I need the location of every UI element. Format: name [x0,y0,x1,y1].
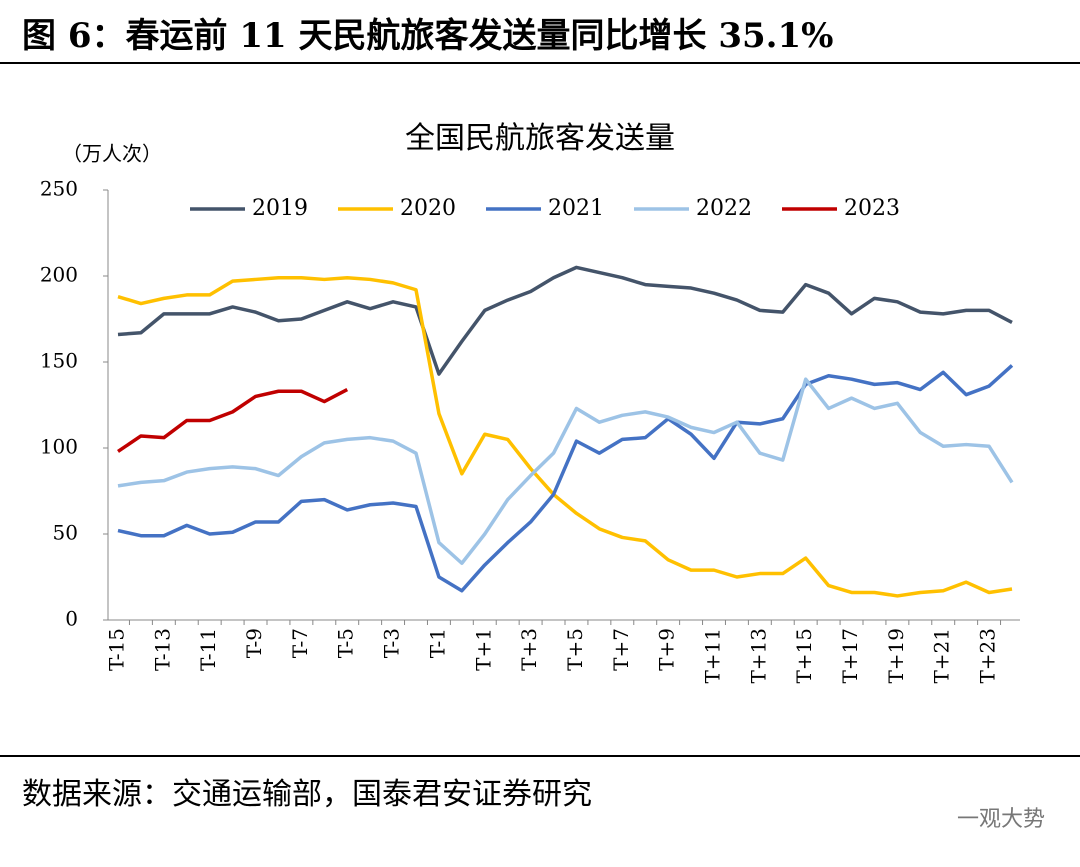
x-tick-label: T-3 [380,628,404,658]
series-line [117,265,1013,376]
x-tick-label: T+13 [746,628,770,684]
x-tick-label: T+17 [838,628,862,684]
series-line [117,387,349,453]
legend-label: 2020 [400,196,456,221]
y-axis-label: （万人次） [62,142,162,166]
page-title: 图 6：春运前 11 天民航旅客发送量同比增长 35.1% [22,16,833,56]
watermark: 一观大势 [957,807,1045,832]
x-tick-label: T+23 [976,628,1000,684]
x-tick-label: T+11 [701,628,725,684]
y-tick-label: 0 [65,607,78,631]
y-tick-label: 150 [40,349,78,373]
source: 数据来源：交通运输部，国泰君安证券研究 [22,777,592,812]
y-tick-label: 100 [40,435,78,459]
x-tick-label: T-7 [288,628,312,658]
x-tick-label: T-15 [105,628,129,671]
x-tick-label: T+3 [517,628,541,671]
y-tick-label: 200 [40,263,78,287]
legend-label: 2021 [548,196,604,221]
x-tick-label: T+19 [884,628,908,684]
chart-title: 全国民航旅客发送量 [405,121,675,156]
x-tick-label: T-5 [334,628,358,658]
series-line [117,377,1014,565]
x-tick-label: T+15 [792,628,816,684]
x-tick-label: T-11 [196,628,220,671]
y-tick-label: 50 [53,521,78,545]
x-tick-label: T-9 [242,628,266,658]
y-tick-label: 250 [40,177,78,201]
legend-label: 2022 [696,196,752,221]
x-tick-label: T+7 [609,628,633,671]
series-line [117,364,1014,593]
x-tick-label: T-1 [425,628,449,658]
x-tick-label: T+21 [930,628,954,684]
legend-label: 2019 [252,196,308,221]
series-line [117,275,1013,598]
x-tick-label: T+1 [471,628,495,671]
x-tick-label: T+5 [563,628,587,671]
legend-label: 2023 [844,196,900,221]
x-tick-label: T+9 [655,628,679,671]
x-tick-label: T-13 [150,628,174,671]
